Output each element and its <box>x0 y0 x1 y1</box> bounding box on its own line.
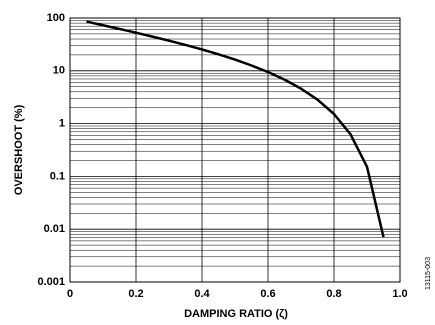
data-line <box>86 20 385 238</box>
x-tick-label: 1.0 <box>392 288 407 300</box>
x-tick-label: 0.6 <box>260 288 275 300</box>
y-tick-label: 100 <box>47 12 65 24</box>
y-tick-label: 0.1 <box>50 170 65 182</box>
y-tick-label: 0.001 <box>37 276 65 288</box>
x-tick-label: 0.2 <box>128 288 143 300</box>
y-tick-label: 10 <box>53 65 65 77</box>
x-tick-label: 0.4 <box>194 288 210 300</box>
x-tick-label: 0.8 <box>326 288 341 300</box>
x-axis-title: DAMPING RATIO (ζ) <box>184 308 288 320</box>
figure-id: 13115-003 <box>425 257 432 290</box>
y-tick-label: 0.01 <box>44 223 65 235</box>
x-tick-label: 0 <box>67 288 73 300</box>
plot-frame <box>69 17 401 283</box>
y-tick-label: 1 <box>59 118 65 130</box>
y-axis-title: OVERSHOOT (%) <box>13 104 25 195</box>
